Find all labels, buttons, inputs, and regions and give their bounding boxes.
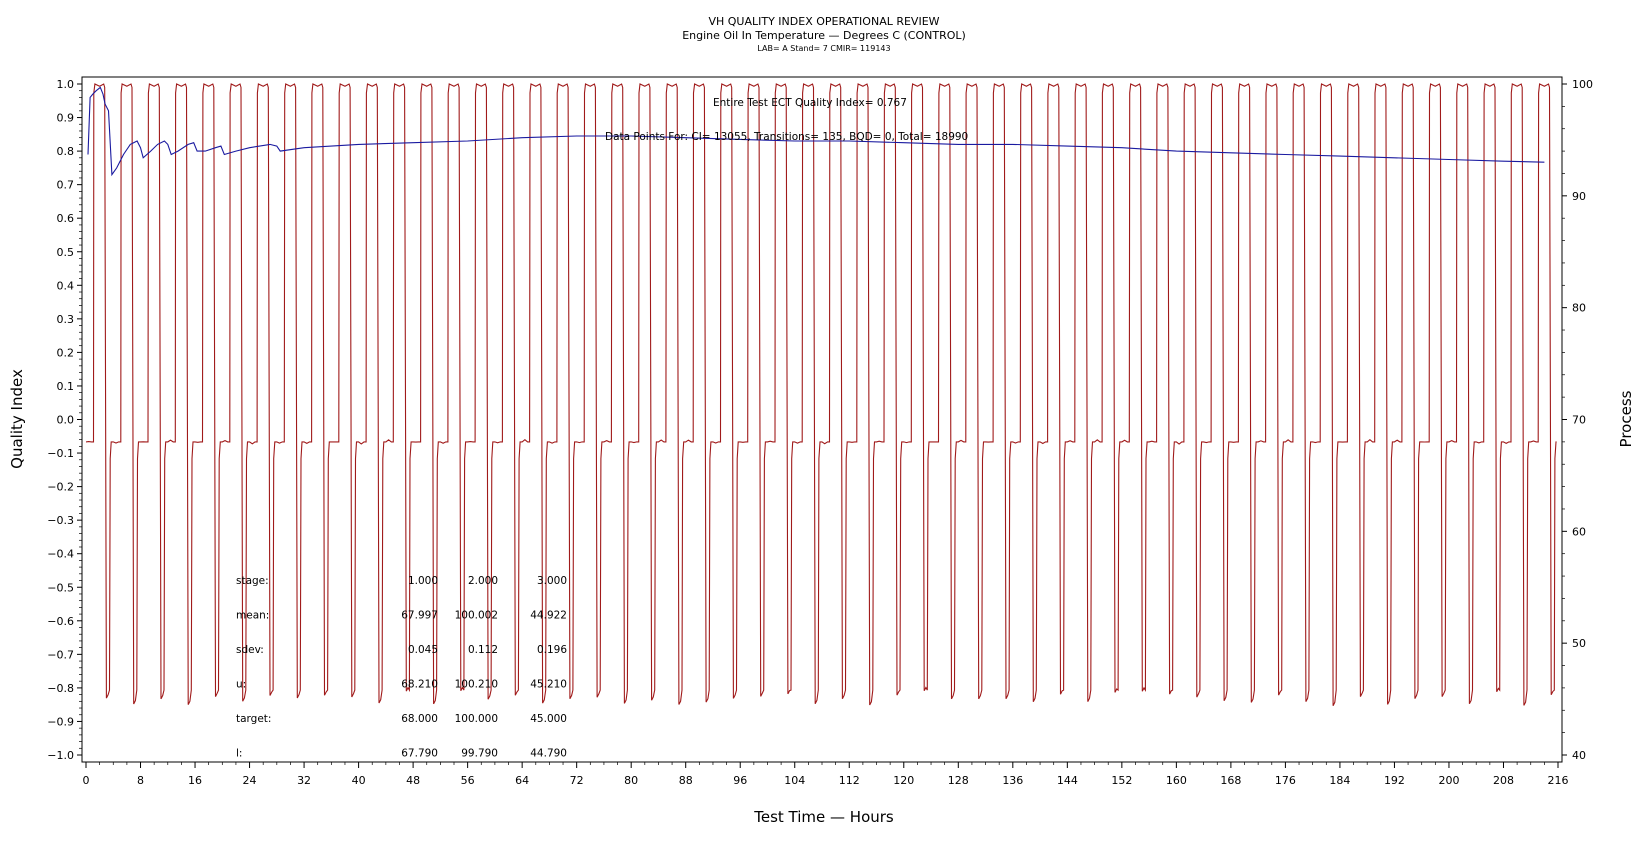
data-points-annotation: Data Points For: CI= 13055, Transitions=… — [605, 131, 968, 143]
stats-cell: 99.790 — [461, 748, 498, 760]
stats-cell: 44.922 — [530, 610, 567, 622]
stats-cell: 3.000 — [537, 575, 567, 587]
stats-cell: 100.000 — [455, 713, 498, 725]
y2-tick-label: 50 — [1572, 637, 1586, 650]
x-tick-label: 96 — [733, 774, 747, 787]
y-tick-label: 0.8 — [57, 145, 75, 158]
quality-index-series-line — [87, 86, 1545, 177]
stats-row-label: stage: — [236, 575, 269, 587]
x-tick-label: 0 — [83, 774, 90, 787]
chart-title: VH QUALITY INDEX OPERATIONAL REVIEW — [708, 15, 939, 28]
y-tick-label: 0.0 — [57, 414, 75, 427]
x-tick-label: 48 — [406, 774, 420, 787]
y2-tick-label: 40 — [1572, 749, 1586, 762]
chart-subtitle-2: LAB= A Stand= 7 CMIR= 119143 — [757, 44, 890, 53]
x-tick-label: 168 — [1220, 774, 1241, 787]
y-tick-label: 1.0 — [57, 78, 75, 91]
y-tick-label: −0.9 — [47, 715, 74, 728]
plot-frame — [81, 76, 1563, 763]
y-tick-label: −0.7 — [47, 648, 74, 661]
quality-index-annotation: Entire Test ECT Quality Index= 0.767 — [713, 97, 907, 109]
x-tick-label: 144 — [1057, 774, 1078, 787]
x-tick-label: 32 — [297, 774, 311, 787]
stats-table: stage: 1.000 2.000 3.000 mean: 67.997 100.002 4… — [236, 575, 567, 760]
x-tick-label: 128 — [948, 774, 969, 787]
y-tick-label: −1.0 — [47, 749, 74, 762]
y-tick-label: 0.9 — [57, 112, 75, 125]
x-tick-label: 24 — [243, 774, 257, 787]
x-tick-label: 88 — [679, 774, 693, 787]
y2-tick-label: 70 — [1572, 414, 1586, 427]
stats-cell: 44.790 — [530, 748, 567, 760]
x-tick-label: 8 — [137, 774, 144, 787]
x-tick-label: 56 — [461, 774, 475, 787]
y-tick-label: −0.2 — [47, 481, 74, 494]
y-tick-label: 0.6 — [57, 212, 75, 225]
y-axis-label: Quality Index — [8, 369, 26, 469]
y-tick-label: −0.5 — [47, 581, 74, 594]
y-tick-label: 0.7 — [57, 179, 75, 192]
x-tick-label: 192 — [1384, 774, 1405, 787]
stats-cell: 67.997 — [401, 610, 438, 622]
stats-cell: 2.000 — [468, 575, 498, 587]
stats-cell: 100.210 — [455, 679, 498, 691]
stats-row-label: sdev: — [236, 644, 264, 656]
x-tick-label: 216 — [1548, 774, 1569, 787]
y-axis: 1.0 0.9 0.8 0.7 0.6 0.5 0.4 0.3 0.2 0.1 0.0 −0.1 −0.… — [47, 78, 82, 762]
y-tick-label: −0.3 — [47, 514, 74, 527]
series-layer — [85, 83, 1557, 706]
x-tick-label: 136 — [1002, 774, 1023, 787]
y-tick-label: 0.1 — [57, 380, 75, 393]
y-tick-label: −0.6 — [47, 615, 74, 628]
y-tick-label: −0.8 — [47, 682, 74, 695]
stats-row-label: u: — [236, 679, 246, 691]
stats-cell: 68.000 — [401, 713, 438, 725]
stats-cell: 45.000 — [530, 713, 567, 725]
process-series-line — [85, 83, 1557, 706]
x-tick-label: 104 — [784, 774, 805, 787]
stats-cell: 0.045 — [408, 644, 438, 656]
y2-tick-label: 100 — [1572, 78, 1593, 91]
chart-subtitle: Engine Oil In Temperature — Degrees C (C… — [682, 29, 966, 42]
x-tick-label: 184 — [1329, 774, 1350, 787]
stats-row-label: mean: — [236, 610, 269, 622]
y2-tick-label: 60 — [1572, 525, 1586, 538]
y-tick-label: 0.3 — [57, 313, 75, 326]
x-axis-label: Test Time — Hours — [753, 808, 894, 826]
stats-cell: 1.000 — [408, 575, 438, 587]
y-tick-label: 0.5 — [57, 246, 75, 259]
x-tick-label: 152 — [1111, 774, 1132, 787]
x-tick-label: 176 — [1275, 774, 1296, 787]
x-tick-label: 200 — [1438, 774, 1459, 787]
y-tick-label: −0.1 — [47, 447, 74, 460]
x-tick-label: 208 — [1493, 774, 1514, 787]
x-tick-label: 16 — [188, 774, 202, 787]
stats-row-label: target: — [236, 713, 271, 725]
y2-tick-label: 80 — [1572, 302, 1586, 315]
x-tick-label: 72 — [570, 774, 584, 787]
x-axis: 0 8 16 24 32 40 48 56 64 72 80 88 96 104 112 120 128 136 1… — [83, 762, 1569, 787]
x-tick-label: 80 — [624, 774, 638, 787]
stats-cell: 67.790 — [401, 748, 438, 760]
y-tick-label: 0.2 — [57, 346, 75, 359]
stats-cell: 68.210 — [401, 679, 438, 691]
y2-tick-label: 90 — [1572, 190, 1586, 203]
y-tick-label: −0.4 — [47, 548, 74, 561]
x-tick-label: 64 — [515, 774, 529, 787]
stats-cell: 0.112 — [468, 644, 498, 656]
stats-row-label: l: — [236, 748, 242, 760]
stats-cell: 45.210 — [530, 679, 567, 691]
y-tick-label: 0.4 — [57, 279, 75, 292]
x-tick-label: 40 — [352, 774, 366, 787]
x-tick-label: 120 — [893, 774, 914, 787]
stats-cell: 0.196 — [537, 644, 567, 656]
stats-cell: 100.002 — [455, 610, 498, 622]
x-tick-label: 112 — [839, 774, 860, 787]
x-tick-label: 160 — [1166, 774, 1187, 787]
y2-axis-label: Process — [1617, 390, 1635, 447]
y2-axis: 100 90 80 70 60 50 40 — [1562, 78, 1593, 762]
